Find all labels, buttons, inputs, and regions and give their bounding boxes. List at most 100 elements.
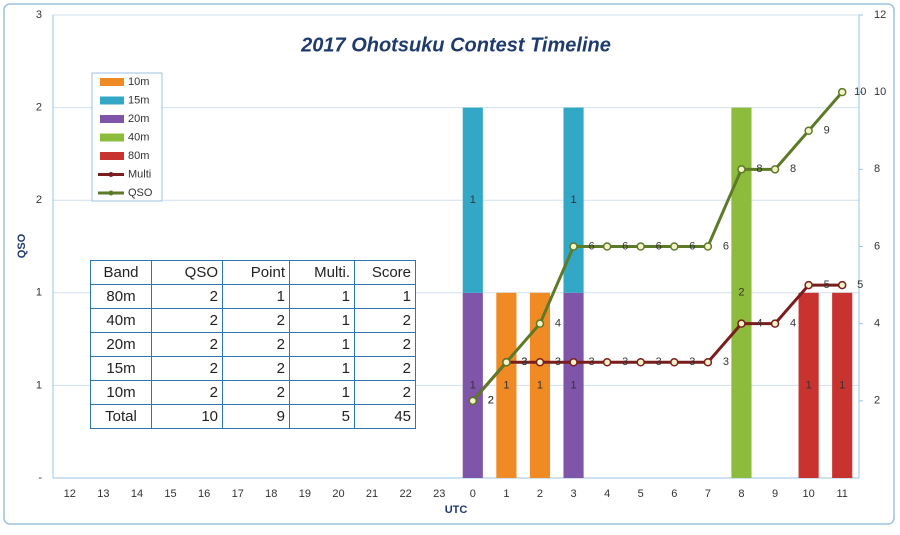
y2-tick-label: 4	[874, 318, 880, 330]
x-tick-label: 8	[738, 488, 744, 500]
line-marker	[636, 358, 645, 367]
legend-swatch	[100, 115, 124, 123]
line-marker	[804, 280, 813, 290]
line-label: 2	[488, 395, 494, 407]
table-cell: Total	[90, 404, 152, 429]
line-label: 6	[689, 240, 695, 252]
line-marker	[837, 87, 847, 97]
line-label: 4	[790, 318, 796, 330]
x-tick-label: 7	[705, 488, 711, 500]
bar	[462, 292, 483, 478]
line-marker	[602, 358, 612, 367]
line-marker	[569, 358, 578, 367]
y-tick-label: 2	[36, 102, 42, 114]
line-marker	[837, 280, 847, 290]
bar-label: 1	[470, 379, 476, 391]
legend-swatch	[108, 172, 114, 177]
table-cell: 40m	[90, 308, 152, 333]
legend-label: QSO	[128, 187, 153, 199]
table-cell: 1	[289, 308, 355, 333]
legend-swatch	[108, 190, 114, 196]
legend-label: Multi	[128, 168, 151, 180]
table-row: 40m 2 2 1 2	[90, 308, 416, 333]
legend-label: 10m	[128, 76, 149, 88]
x-tick-label: 18	[265, 488, 277, 500]
table-cell: 2	[354, 332, 416, 357]
table-cell: 1	[354, 284, 416, 309]
table-cell: 15m	[90, 356, 152, 381]
y2-tick-label: 12	[874, 9, 886, 21]
y-tick-label: 1	[36, 287, 42, 299]
bar	[798, 292, 819, 478]
bar	[529, 292, 551, 478]
x-tick-label: 13	[97, 488, 109, 500]
x-tick-label: 5	[638, 488, 644, 500]
line-marker	[804, 126, 813, 135]
line-marker	[535, 358, 545, 367]
line-marker	[602, 242, 612, 251]
table-cell: 1	[289, 356, 355, 381]
x-tick-label: 16	[198, 488, 210, 500]
line-marker	[569, 242, 578, 251]
line-label: 3	[555, 356, 561, 368]
x-tick-label: 22	[400, 488, 412, 500]
line-label: 2	[488, 395, 494, 407]
y-axis-title: QSO	[16, 233, 28, 258]
legend-label: 80m	[128, 150, 149, 162]
table-cell: 5	[289, 404, 355, 429]
line-label: 8	[756, 163, 762, 175]
bar-label: 1	[570, 194, 576, 206]
line-label: 4	[555, 318, 561, 330]
y2-tick-label: 10	[874, 86, 886, 98]
table-header-cell: QSO	[151, 260, 223, 285]
bar	[563, 292, 584, 478]
x-tick-label: 19	[299, 488, 311, 500]
line-label: 3	[656, 356, 662, 368]
line-marker	[636, 242, 645, 251]
x-tick-label: 0	[470, 488, 476, 500]
y-tick-label: 1	[36, 379, 42, 391]
y2-tick-label: 6	[874, 240, 880, 252]
table-cell: 80m	[90, 284, 152, 309]
x-tick-label: 15	[164, 488, 176, 500]
line-marker	[670, 358, 679, 367]
table-header-cell: Multi.	[289, 260, 355, 285]
table-cell: 1	[289, 332, 355, 357]
line-label: 3	[622, 356, 628, 368]
line	[471, 283, 843, 402]
line-label: 9	[824, 125, 830, 137]
table-cell: 1	[289, 380, 355, 405]
table-cell: 2	[354, 380, 416, 405]
table-row: 15m 2 2 1 2	[90, 356, 416, 381]
table-cell: 2	[151, 380, 223, 405]
bar	[832, 292, 853, 478]
line-label: 6	[622, 240, 628, 252]
table-cell: 2	[222, 332, 290, 357]
table-row: 80m 2 1 1 1	[90, 284, 416, 309]
table-cell: 45	[354, 404, 416, 429]
table-cell: 2	[151, 308, 223, 333]
table-row: 10m 2 2 1 2	[90, 380, 416, 405]
table-cell: 2	[151, 284, 223, 309]
table-cell: 1	[289, 284, 355, 309]
line-label: 3	[521, 356, 527, 368]
x-tick-label: 2	[537, 488, 543, 500]
bar-label: 1	[537, 379, 543, 391]
y-tick-label: 2	[36, 194, 42, 206]
x-tick-label: 3	[570, 488, 576, 500]
bar-label: 1	[839, 379, 845, 391]
x-tick-label: 14	[131, 488, 143, 500]
line-marker	[770, 319, 780, 328]
x-tick-label: 1	[503, 488, 509, 500]
table-cell: 10m	[90, 380, 152, 405]
table-row: 20m 2 2 1 2	[90, 332, 416, 357]
x-tick-label: 9	[772, 488, 778, 500]
table-cell: 2	[354, 356, 416, 381]
legend-label: 20m	[128, 113, 149, 125]
y-tick-label: 3	[36, 9, 42, 21]
legend-swatch	[100, 152, 124, 160]
line-label: 3	[588, 356, 594, 368]
line-marker	[703, 242, 713, 251]
line-label: 10	[854, 86, 866, 98]
